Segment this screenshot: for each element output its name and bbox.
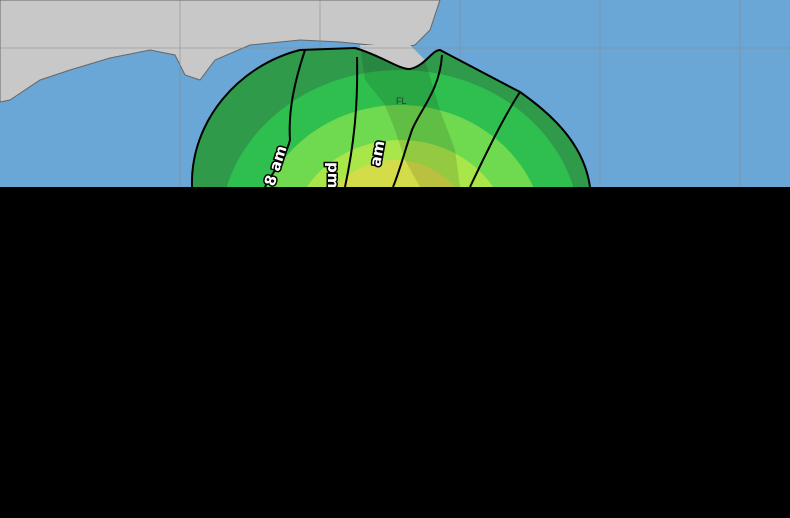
time-label-pm: pm	[324, 162, 342, 188]
arrival-time-lines	[264, 49, 521, 188]
land-gulf-coast	[0, 0, 441, 103]
state-label-fl: FL	[396, 96, 407, 106]
redacted-area	[0, 187, 790, 518]
probability-bands	[191, 48, 590, 187]
cone-outline	[190, 46, 591, 188]
land-overlay	[360, 48, 460, 187]
